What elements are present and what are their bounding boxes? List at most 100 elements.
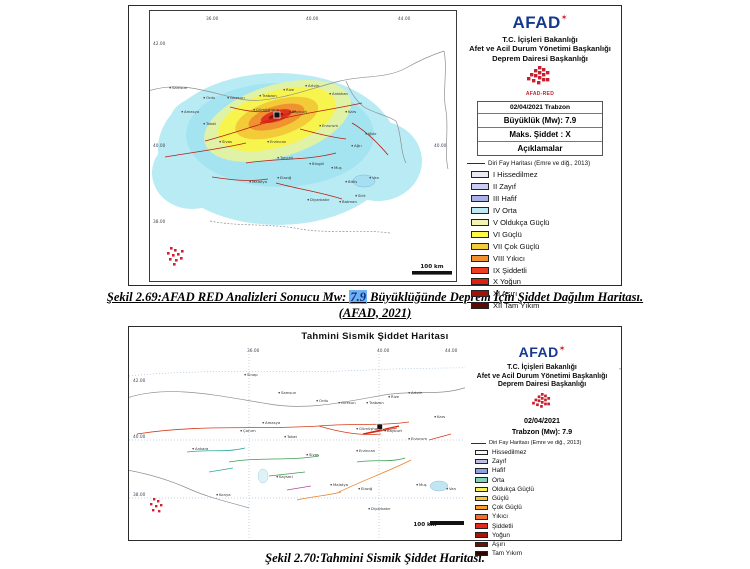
intensity-label: IV Orta bbox=[493, 206, 517, 216]
city-label: Van bbox=[372, 175, 380, 180]
city-label: Malatya bbox=[333, 482, 348, 487]
caption1-line1: Şekil 2.69:AFAD RED Analizleri Sonucu Mw… bbox=[0, 290, 750, 306]
intensity-label: II Zayıf bbox=[493, 182, 516, 192]
intensity-swatch bbox=[475, 449, 488, 456]
city-label: Tokat bbox=[286, 434, 297, 439]
city-dot bbox=[253, 108, 255, 111]
city-dot bbox=[262, 421, 264, 424]
fault-legend: Diri Fay Haritası (Emre ve diğ., 2013) bbox=[467, 160, 615, 167]
city-dot bbox=[307, 198, 309, 201]
city-dot bbox=[434, 415, 437, 418]
city-dot bbox=[203, 96, 205, 99]
city-label: Diyarbakır bbox=[310, 197, 330, 202]
city-label: Tokat bbox=[205, 121, 216, 126]
city-label: Amasya bbox=[184, 109, 199, 114]
city-dot bbox=[351, 144, 353, 147]
org-line1: T.C. İçişleri Bakanlığı bbox=[502, 35, 578, 44]
city-dot bbox=[356, 449, 358, 452]
city-dot bbox=[388, 395, 391, 398]
intensity-swatch bbox=[475, 495, 488, 502]
fault-lines bbox=[164, 102, 389, 200]
intensity-label: Hafif bbox=[492, 467, 506, 475]
event-max-intensity: Maks. Şiddet : X bbox=[478, 128, 602, 143]
city-dot bbox=[331, 166, 333, 169]
afad-logo-star-icon: ✶ bbox=[560, 13, 568, 22]
intensity-swatch bbox=[475, 468, 488, 474]
city-label: Trabzon bbox=[368, 400, 384, 405]
intensity-legend-item: Tam Yıkım bbox=[475, 550, 613, 557]
city-label: Samsun bbox=[281, 390, 297, 395]
intensity-label: X Yoğun bbox=[493, 277, 521, 287]
city-dot bbox=[259, 94, 261, 97]
epicenter-marker bbox=[259, 110, 297, 124]
intensity-legend-item: Orta bbox=[475, 477, 613, 484]
afad-watermark-marks bbox=[150, 498, 163, 513]
map1-info-panel: AFAD✶ T.C. İçişleri Bakanlığı Afet ve Ac… bbox=[461, 10, 619, 310]
intensity-legend-item: XI Aşırı bbox=[471, 289, 613, 298]
city-dot bbox=[216, 493, 218, 496]
org-line2: Afet ve Acil Durum Yönetimi Başkanlığı bbox=[469, 44, 611, 54]
city-label: Bayburt bbox=[292, 109, 308, 114]
city-dot bbox=[329, 92, 331, 95]
intensity-label: VI Güçlü bbox=[493, 229, 522, 239]
afad-blocks-logo bbox=[465, 393, 619, 414]
event-magnitude: Trabzon (Mw): 7.9 bbox=[511, 427, 573, 437]
city-label: Batman bbox=[342, 199, 357, 204]
city-dot bbox=[408, 391, 411, 394]
intensity-legend-item: I Hissedilmez bbox=[471, 170, 613, 179]
city-dot bbox=[356, 427, 358, 430]
intensity-swatch bbox=[475, 550, 488, 557]
intensity-legend-item: XII Tam Yıkım bbox=[471, 301, 613, 310]
intensity-swatch bbox=[471, 195, 489, 203]
city-label: Bitlis bbox=[348, 179, 357, 184]
city-dot bbox=[358, 487, 360, 490]
city-label: Gümüşhane bbox=[359, 426, 383, 431]
city-label: Ordu bbox=[206, 95, 216, 100]
caption1-source: (AFAD, 2021) bbox=[338, 305, 412, 320]
city-dot bbox=[345, 180, 347, 183]
intensity-label: Oldukça Güçlü bbox=[492, 485, 534, 493]
fault-legend-label: Diri Fay Haritası (Emre ve diğ., 2013) bbox=[489, 440, 582, 447]
city-label: Erzurum bbox=[411, 436, 427, 441]
afad-blocks-logo bbox=[461, 66, 619, 91]
city-label: Kars bbox=[437, 414, 445, 419]
map1-scale-label: 100 km bbox=[420, 264, 443, 270]
city-dot bbox=[319, 124, 321, 127]
coordinate-label: 42.00 bbox=[133, 378, 146, 384]
intensity-legend-item: IX Şiddetli bbox=[471, 266, 613, 275]
intensity-legend-item: VII Çok Güçlü bbox=[471, 242, 613, 251]
city-label: Erzincan bbox=[359, 448, 376, 453]
intensity-legend-item: IV Orta bbox=[471, 206, 613, 215]
caption1-prefix: Şekil 2.69:AFAD RED Analizleri Sonucu Mw… bbox=[106, 290, 350, 304]
intensity-label: Tam Yıkım bbox=[492, 550, 523, 558]
city-label: Gümüşhane bbox=[256, 107, 280, 112]
city-dot bbox=[446, 487, 449, 490]
event-date: 02/04/2021 Trabzon bbox=[478, 102, 602, 115]
org-line3: Deprem Dairesi Başkanlığı bbox=[492, 53, 588, 63]
intensity-label: IX Şiddetli bbox=[493, 265, 527, 275]
city-dot bbox=[289, 110, 291, 113]
intensity-legend-item: Çok Güçlü bbox=[475, 504, 613, 511]
city-label: Artvin bbox=[411, 390, 423, 395]
city-label: Çorum bbox=[243, 428, 256, 433]
coordinate-label: 44.00 bbox=[445, 348, 458, 354]
intensity-swatch bbox=[471, 230, 489, 238]
city-label: Kars bbox=[348, 109, 356, 114]
city-dot bbox=[277, 156, 279, 159]
intensity-label: Şiddetli bbox=[492, 522, 513, 530]
city-dot bbox=[284, 435, 286, 438]
legend-title: Açıklamalar bbox=[517, 144, 563, 154]
intensity-label: III Hafif bbox=[493, 194, 517, 204]
intensity-swatch bbox=[475, 523, 488, 529]
intensity-swatch bbox=[471, 290, 489, 298]
intensity-swatch bbox=[475, 504, 488, 511]
lake-tuz bbox=[257, 468, 269, 484]
intensity-swatch bbox=[471, 254, 489, 262]
intensity-legend-item: Yıkıcı bbox=[475, 513, 613, 520]
coordinate-label: 42.00 bbox=[153, 41, 166, 47]
city-label: Sivas bbox=[222, 139, 232, 144]
city-dot bbox=[306, 453, 308, 456]
coordinate-label: 36.00 bbox=[247, 348, 260, 354]
caption1-suffix: Büyüklüğünde Deprem İçin Şiddet Dağılım … bbox=[367, 290, 644, 304]
intensity-legend: Hissedilmez Zayıf Hafif Orta Oldukça Güçlü Gü… bbox=[475, 449, 613, 557]
